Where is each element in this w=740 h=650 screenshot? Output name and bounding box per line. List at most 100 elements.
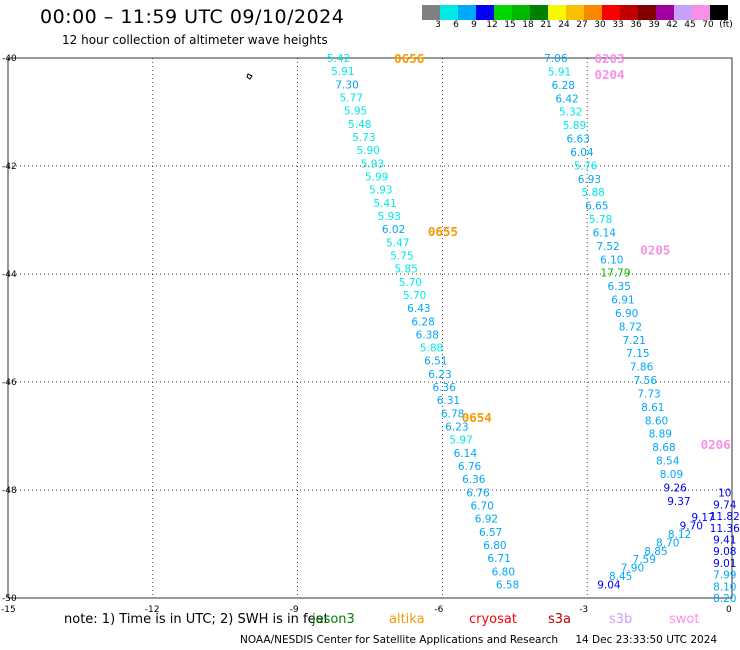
pass-time-label: 0203 bbox=[594, 51, 624, 66]
wave-height-point: 6.38 bbox=[416, 329, 439, 341]
wave-height-point: 5.97 bbox=[449, 435, 472, 447]
wave-height-point: 17.79 bbox=[600, 268, 630, 280]
island-outline bbox=[246, 73, 253, 80]
x-tick-label: -12 bbox=[145, 605, 160, 612]
y-tick-label: -48 bbox=[2, 486, 17, 496]
legend-sat-s3a: s3a bbox=[548, 612, 572, 627]
wave-height-point: 8.68 bbox=[652, 442, 675, 454]
wave-height-point: 9.41 bbox=[713, 535, 736, 547]
wave-height-point: 6.71 bbox=[487, 553, 510, 565]
wave-height-point: 5.85 bbox=[395, 264, 418, 276]
wave-height-point: 6.91 bbox=[611, 295, 634, 307]
wave-height-point: 9.26 bbox=[663, 482, 687, 494]
colorbar-label: 30 bbox=[594, 20, 606, 30]
pass-time-label: 0204 bbox=[594, 67, 624, 82]
wave-height-point: 8.89 bbox=[649, 429, 672, 441]
footer-timestamp: 14 Dec 23:33:50 UTC 2024 bbox=[575, 634, 718, 646]
y-tick-label: -46 bbox=[2, 378, 17, 388]
colorbar-label: 12 bbox=[486, 20, 498, 30]
wave-height-point: 6.28 bbox=[411, 316, 434, 328]
map-frame bbox=[7, 57, 733, 599]
pass-time-label: 0654 bbox=[462, 410, 492, 425]
colorbar-label: 9 bbox=[471, 20, 477, 30]
wave-height-point: 6.76 bbox=[458, 461, 482, 473]
wave-height-point: 8.09 bbox=[660, 469, 683, 481]
wave-height-point: 7.90 bbox=[621, 563, 644, 575]
altimeter-map: -40-42-44-46-48-50 -15 -12 -9 -6 -3 0 5.425.9… bbox=[1, 51, 740, 612]
wave-height-point: 5.76 bbox=[574, 160, 598, 172]
y-tick-label: -42 bbox=[2, 162, 17, 172]
wave-height-point: 6.70 bbox=[471, 501, 494, 513]
x-tick-label: -9 bbox=[290, 605, 299, 612]
wave-height-point: 6.58 bbox=[496, 580, 519, 592]
wave-height-point: 6.14 bbox=[593, 227, 617, 239]
wave-height-point: 6.80 bbox=[492, 566, 515, 578]
colorbar-swatch bbox=[674, 5, 692, 20]
wave-height-point: 5.91 bbox=[331, 66, 354, 78]
wave-height-point: 5.41 bbox=[373, 198, 396, 210]
colorbar-swatch bbox=[512, 5, 530, 20]
wave-height-point: 6.23 bbox=[445, 422, 468, 434]
wave-height-point: 6.92 bbox=[475, 514, 498, 526]
wave-height-point: 6.02 bbox=[382, 224, 405, 236]
wave-height-point: 8.10 bbox=[713, 581, 736, 593]
colorbar-swatch bbox=[476, 5, 494, 20]
x-tick-label: -6 bbox=[434, 605, 443, 612]
wave-height-point: 5.42 bbox=[327, 53, 350, 65]
wave-height-point: 7.99 bbox=[713, 570, 736, 582]
x-tick-label: -15 bbox=[1, 605, 16, 612]
wave-height-points: 5.425.917.305.775.955.485.735.905.935.99… bbox=[327, 53, 740, 605]
colorbar-label: 45 bbox=[684, 20, 696, 30]
wave-height-point: 6.10 bbox=[600, 254, 623, 266]
wave-height-point: 10 bbox=[718, 488, 731, 500]
grid-lines bbox=[8, 58, 732, 598]
wave-height-point: 7.52 bbox=[596, 241, 619, 253]
pass-time-label: 0205 bbox=[640, 243, 670, 258]
wave-height-point: 9.70 bbox=[680, 520, 703, 532]
wave-height-point: 5.77 bbox=[340, 92, 363, 104]
colorbar-labels: 3 6 9 12 15 18 21 24 27 30 33 36 39 42 45 70 (ft) bbox=[422, 20, 740, 34]
wave-height-point: 7.15 bbox=[626, 348, 649, 360]
wave-height-point: 6.36 bbox=[433, 382, 457, 394]
y-tick-labels: -40 -42 -44 -46 -48 -50 bbox=[2, 54, 17, 604]
wave-height-point: 5.89 bbox=[563, 120, 586, 132]
colorbar-label: 18 bbox=[522, 20, 534, 30]
colorbar-label: 24 bbox=[558, 20, 570, 30]
colorbar-swatch bbox=[422, 5, 440, 20]
wave-height-point: 5.47 bbox=[386, 237, 409, 249]
colorbar-label: 3 bbox=[435, 20, 441, 30]
wave-height-point: 5.32 bbox=[559, 107, 582, 119]
wave-height-point: 5.48 bbox=[348, 119, 371, 131]
wave-height-point: 5.93 bbox=[369, 185, 392, 197]
wave-height-point: 6.76 bbox=[466, 487, 490, 499]
y-tick-label: -40 bbox=[2, 54, 17, 64]
colorbar-label: 36 bbox=[630, 20, 642, 30]
map-title: 00:00 – 11:59 UTC 09/10/2024 bbox=[40, 6, 345, 28]
colorbar-swatch bbox=[602, 5, 620, 20]
footer: NOAA/NESDIS Center for Satellite Applica… bbox=[240, 634, 731, 646]
wave-height-point: 6.14 bbox=[454, 448, 478, 460]
wave-height-point: 5.75 bbox=[390, 250, 413, 262]
colorbar bbox=[422, 5, 728, 20]
wave-height-point: 5.90 bbox=[356, 145, 379, 157]
legend-sat-swot: swot bbox=[669, 612, 700, 627]
wave-height-point: 6.23 bbox=[428, 369, 451, 381]
colorbar-label: 15 bbox=[504, 20, 516, 30]
wave-height-point: 8.85 bbox=[644, 546, 667, 558]
wave-height-point: 8.61 bbox=[641, 402, 664, 414]
wave-height-point: 5.70 bbox=[399, 277, 422, 289]
colorbar-label: 6 bbox=[453, 20, 459, 30]
colorbar-swatch bbox=[440, 5, 458, 20]
wave-height-point: 5.73 bbox=[352, 132, 375, 144]
wave-height-point: 5.70 bbox=[403, 290, 426, 302]
colorbar-label: 27 bbox=[576, 20, 588, 30]
wave-height-point: 8.20 bbox=[713, 593, 736, 605]
wave-height-point: 8.60 bbox=[645, 415, 668, 427]
colorbar-swatch bbox=[584, 5, 602, 20]
wave-height-point: 7.30 bbox=[335, 79, 358, 91]
wave-height-point: 9.08 bbox=[713, 546, 736, 558]
wave-height-point: 8.70 bbox=[656, 537, 679, 549]
wave-height-point: 6.28 bbox=[552, 80, 575, 92]
colorbar-swatch bbox=[458, 5, 476, 20]
